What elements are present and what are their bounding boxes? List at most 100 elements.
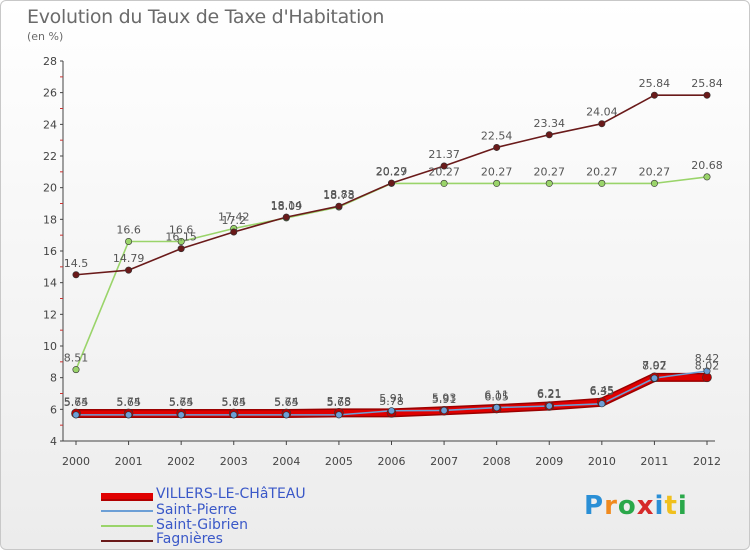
x-tick-label: 2010: [588, 455, 616, 468]
data-label: 17.2: [222, 214, 247, 227]
data-label: 6.11: [484, 389, 509, 402]
data-label: 5.91: [379, 392, 404, 405]
data-point: [177, 411, 185, 419]
x-tick-label: 2002: [167, 455, 195, 468]
data-label: 20.27: [586, 165, 618, 178]
legend-label-fagnieres: Fagnières: [156, 531, 223, 547]
data-point: [545, 179, 553, 187]
data-label: 5.74: [64, 395, 89, 408]
logo-letter: x: [636, 491, 655, 521]
y-tick-label: 24: [43, 118, 57, 131]
logo-letter: t: [664, 491, 678, 521]
x-tick-label: 2008: [483, 455, 511, 468]
data-point: [650, 91, 658, 99]
chart-title: Evolution du Taux de Taxe d'Habitation: [27, 6, 385, 28]
x-tick-label: 2006: [378, 455, 406, 468]
data-label: 23.34: [534, 117, 566, 130]
data-label: 6.35: [590, 385, 615, 398]
data-point: [177, 245, 185, 253]
data-label: 8.51: [64, 352, 89, 365]
data-point: [440, 162, 448, 170]
data-point: [598, 400, 606, 408]
data-point: [282, 411, 290, 419]
data-label: 5.74: [116, 395, 141, 408]
x-tick-label: 2012: [693, 455, 721, 468]
data-label: 14.79: [113, 252, 145, 265]
data-point: [493, 143, 501, 151]
logo-letter: r: [604, 491, 618, 521]
axes: 4 6 8 10 12 14 16 18 20 22 24 26 28 2000 2001 2002 2003 2…: [43, 55, 721, 468]
x-tick-label: 2011: [640, 455, 668, 468]
data-label: 16.6: [169, 224, 194, 237]
data-labels-layer: 5.74 5.74 5.74 5.74 5.74 5.78 5.78 5.91 6.05 6.21…: [64, 77, 723, 409]
data-point: [440, 406, 448, 414]
data-label: 8.42: [695, 352, 720, 365]
data-label: 18.78: [323, 189, 355, 202]
data-label: 6.05: [484, 391, 509, 404]
data-label: 5.65: [64, 396, 89, 409]
data-label: 20.27: [534, 165, 566, 178]
y-tick-label: 10: [43, 340, 57, 353]
data-point: [72, 366, 80, 374]
data-label: 5.74: [274, 395, 299, 408]
legend-swatch-saint-pierre: [101, 510, 153, 512]
data-point: [598, 179, 606, 187]
logo-letter: i: [677, 491, 688, 521]
x-tick-label: 2003: [220, 455, 248, 468]
series-layer: [71, 94, 712, 418]
data-point: [493, 404, 501, 412]
data-point: [440, 179, 448, 187]
y-tick-label: 20: [43, 182, 57, 195]
x-tick-label: 2004: [272, 455, 300, 468]
data-point: [230, 228, 238, 236]
data-label: 24.04: [586, 106, 618, 119]
data-label: 25.84: [691, 77, 723, 90]
points-layer: [71, 91, 712, 419]
data-label: 20.27: [428, 165, 460, 178]
data-label: 20.29: [376, 165, 408, 178]
y-tick-label: 14: [43, 277, 57, 290]
x-tick-label: 2009: [535, 455, 563, 468]
data-label: 14.5: [64, 257, 89, 270]
data-label: 5.65: [222, 396, 247, 409]
data-label: 5.93: [432, 391, 457, 404]
data-label: 5.65: [116, 396, 141, 409]
data-label: 8.02: [642, 359, 667, 372]
data-label: 6.21: [537, 387, 562, 400]
data-point: [282, 213, 290, 221]
data-point: [650, 179, 658, 187]
logo-letter: o: [617, 491, 637, 521]
data-label: 18.14: [271, 199, 303, 212]
data-point: [650, 374, 658, 382]
y-tick-label: 22: [43, 150, 57, 163]
x-tick-label: 2007: [430, 455, 458, 468]
data-point: [387, 179, 395, 187]
data-point: [335, 202, 343, 210]
data-label: 7.97: [642, 359, 667, 372]
legend-swatch-villers: [101, 493, 153, 501]
data-label: 18.09: [271, 200, 303, 213]
legend-label-saint-gibrien: Saint-Gibrien: [156, 517, 249, 533]
data-point: [125, 238, 133, 246]
data-point: [703, 173, 711, 181]
data-label: 5.78: [327, 395, 352, 408]
data-point: [493, 179, 501, 187]
data-label: 16.15: [165, 231, 197, 244]
proxiti-logo: Proxiti: [584, 491, 688, 521]
data-label: 17.42: [218, 211, 250, 224]
y-tick-label: 12: [43, 308, 57, 321]
data-label: 5.74: [169, 395, 194, 408]
y-tick-label: 28: [43, 55, 57, 68]
data-label: 16.6: [116, 224, 141, 237]
data-point: [177, 238, 185, 246]
y-tick-label: 4: [50, 435, 57, 448]
data-label: 8.02: [695, 359, 720, 372]
x-tick-label: 2001: [115, 455, 143, 468]
logo-letter: i: [654, 491, 665, 521]
legend-label-villers: VILLERS-LE-CHâTEAU: [156, 486, 306, 502]
data-label: 5.65: [327, 396, 352, 409]
y-tick-label: 16: [43, 245, 57, 258]
data-label: 20.27: [376, 165, 408, 178]
